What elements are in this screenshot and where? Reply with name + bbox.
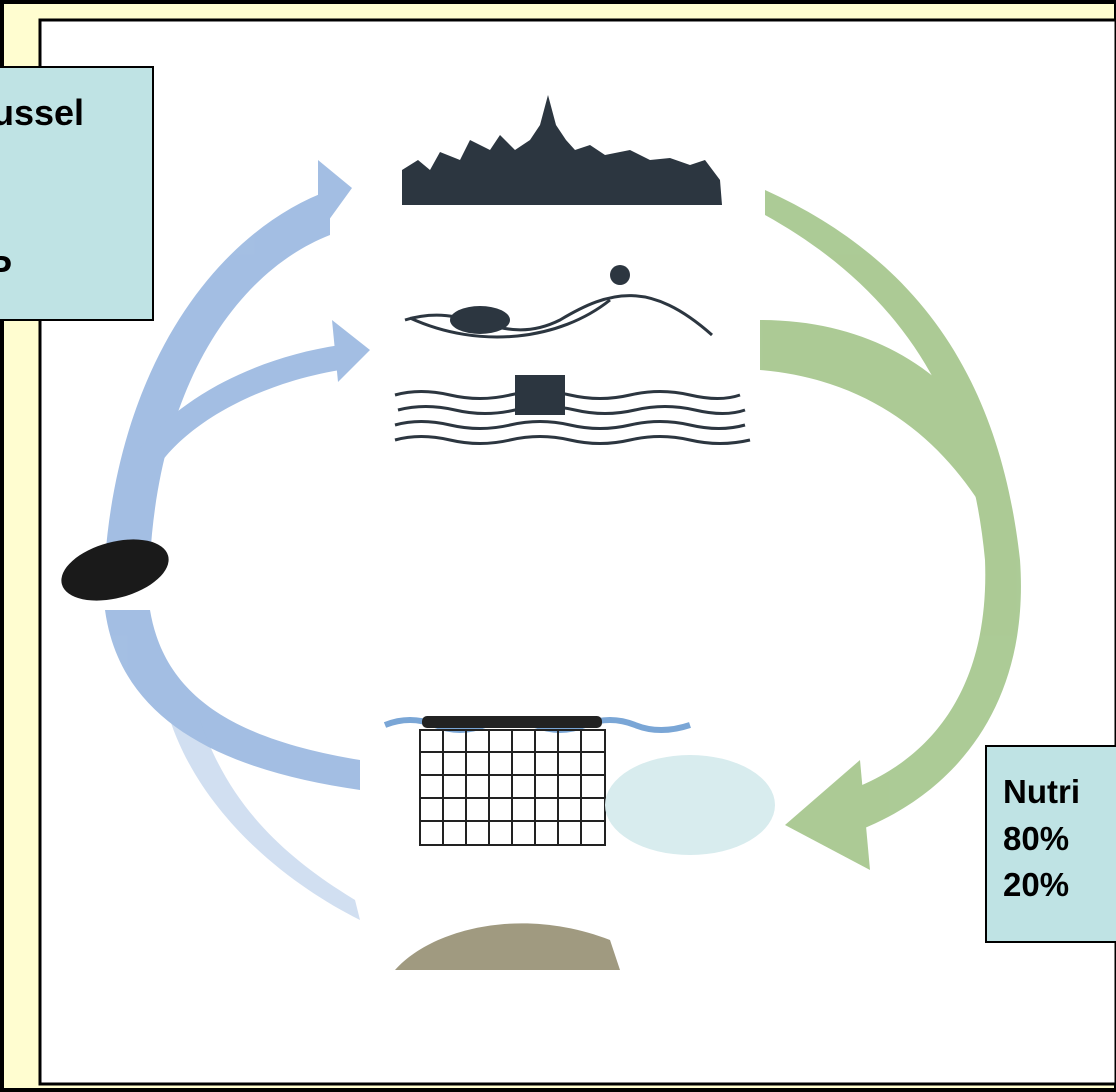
- green-arrow: [760, 190, 1021, 870]
- blue-arrow: [105, 160, 370, 920]
- left-box: ussel P: [0, 66, 154, 321]
- rooster: [610, 265, 630, 285]
- box-text: 80%: [1003, 820, 1070, 857]
- city: [402, 95, 722, 205]
- pig: [450, 306, 510, 334]
- box-text: P: [0, 248, 13, 289]
- net: [419, 729, 606, 846]
- box-text: 20%: [1003, 866, 1070, 903]
- right-box: Nutri 80% 20%: [985, 745, 1116, 943]
- longline: [422, 716, 602, 728]
- seabed: [395, 923, 620, 970]
- plankton-cloud: [605, 755, 775, 855]
- box-text: Nutri: [1003, 773, 1080, 810]
- mussel: [61, 539, 169, 601]
- box-text: ussel: [0, 92, 85, 133]
- farm: [394, 294, 751, 445]
- tractor: [515, 375, 565, 415]
